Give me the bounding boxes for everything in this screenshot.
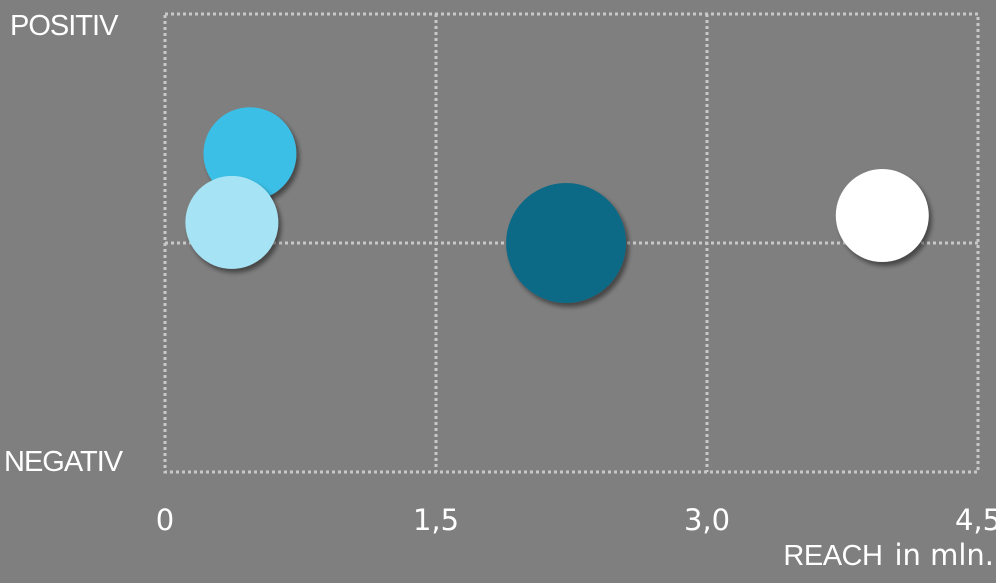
x-tick-layer: 0 1,5 3,0 4,5 (156, 503, 996, 537)
bubble-layer (185, 107, 929, 303)
x-tick-label: 0 (156, 503, 174, 537)
y-label-bottom: NEGATIV (4, 446, 123, 478)
x-axis-label: REACH in mln. (783, 538, 994, 573)
x-tick-label: 3,0 (684, 503, 730, 537)
x-tick-label: 1,5 (413, 503, 459, 537)
data-bubble (835, 169, 929, 262)
y-label-top: POSITIV (10, 10, 118, 42)
x-tick-label: 4,5 (955, 503, 996, 537)
grid-layer (163, 12, 980, 474)
x-axis-label-unit: in mln. (894, 538, 994, 572)
data-bubble (185, 175, 279, 269)
data-bubble (506, 183, 627, 303)
x-axis-label-main: REACH (783, 540, 883, 572)
